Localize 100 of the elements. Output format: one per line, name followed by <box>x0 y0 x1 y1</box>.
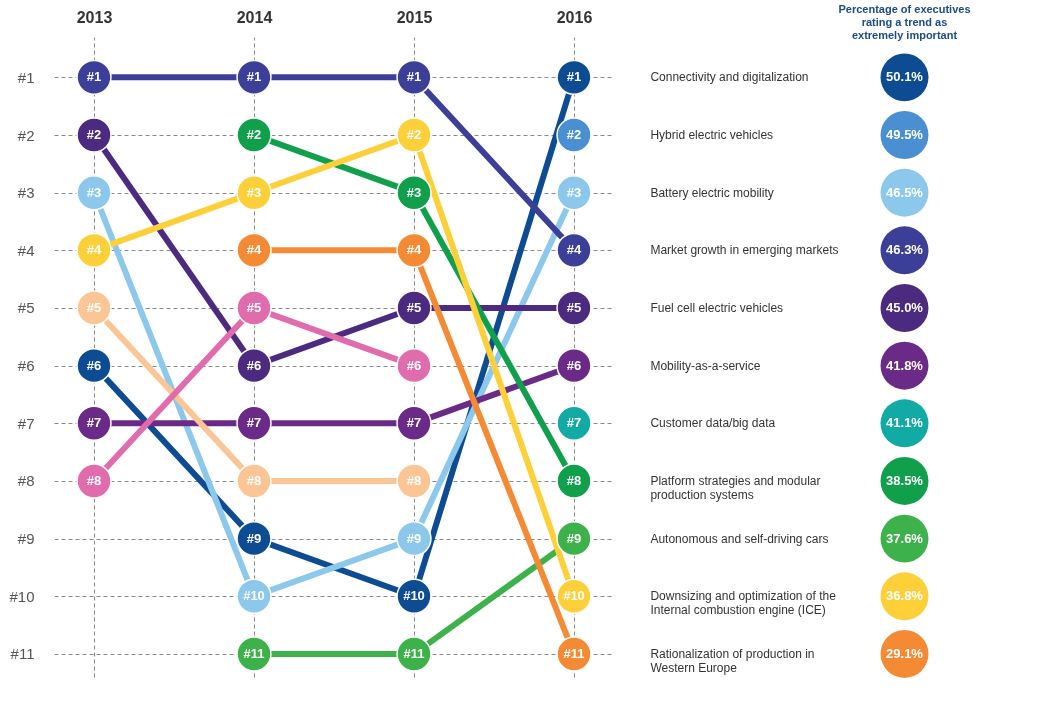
text: Hybrid electric vehicles <box>650 128 774 143</box>
text: Fuel cell electric vehicles <box>650 300 784 315</box>
data-label: #7 <box>406 415 422 431</box>
data-label: #9 <box>566 530 582 546</box>
data-label: #1 <box>566 69 582 85</box>
point <box>396 290 432 326</box>
data-label: #4 <box>566 242 582 258</box>
text: Mobility-as-a-service <box>650 358 761 373</box>
data-label: #10 <box>563 588 585 604</box>
text: 41.8% <box>886 357 924 373</box>
data-label: #11 <box>403 645 425 661</box>
data-label: #4 <box>86 242 102 258</box>
data-label: #8 <box>246 472 262 488</box>
data-label: #2 <box>406 127 422 143</box>
point <box>556 117 592 153</box>
text: 41.1% <box>886 415 924 431</box>
text: 37.6% <box>886 530 924 546</box>
text: Battery electric mobility <box>650 185 774 200</box>
point <box>236 405 272 441</box>
text: 36.8% <box>886 588 924 604</box>
text: 50.1% <box>886 69 924 85</box>
data-label: #11 <box>243 645 265 661</box>
y-tick-label: #4 <box>17 241 35 259</box>
text: Rationalization of production in Western Europe <box>650 646 815 675</box>
text: 45.0% <box>886 299 924 315</box>
text: 29.1% <box>886 645 924 661</box>
y-tick-label: #8 <box>17 472 35 490</box>
data-label: #3 <box>246 184 262 200</box>
point <box>396 117 432 153</box>
data-label: #10 <box>243 588 265 604</box>
data-label: #6 <box>406 357 422 373</box>
data-label: #7 <box>246 415 262 431</box>
point <box>396 520 432 557</box>
point <box>236 117 272 153</box>
data-label: #8 <box>406 472 422 488</box>
data-label: #3 <box>86 184 102 200</box>
point <box>396 59 432 96</box>
point <box>396 463 432 499</box>
point <box>76 405 112 441</box>
point <box>236 290 272 326</box>
text: 46.3% <box>886 242 924 258</box>
data-label: #11 <box>563 645 585 661</box>
text: Customer data/big data <box>650 416 776 431</box>
y-tick-label: #5 <box>17 299 35 317</box>
data-label: #7 <box>86 415 102 431</box>
point <box>236 175 272 211</box>
y-tick-label: #3 <box>17 184 35 202</box>
data-label: #7 <box>566 415 582 431</box>
data-label: #4 <box>246 242 262 258</box>
x-tick-label: 2013 <box>76 8 113 26</box>
point <box>396 347 432 384</box>
point <box>556 290 592 326</box>
data-label: #10 <box>403 588 425 604</box>
point <box>556 405 592 441</box>
data-label: #2 <box>86 127 102 143</box>
text: Platform strategies and modular production systems <box>650 473 821 502</box>
y-tick-label: #9 <box>17 530 35 548</box>
data-label: #1 <box>86 69 102 85</box>
y-tick-label: #10 <box>9 587 35 605</box>
data-label: #6 <box>246 357 262 373</box>
data-label: #6 <box>86 357 102 373</box>
point <box>76 290 112 326</box>
point <box>556 463 592 499</box>
point <box>556 520 592 557</box>
point <box>556 59 592 96</box>
data-label: #4 <box>406 242 422 258</box>
data-label: #8 <box>86 472 102 488</box>
y-tick-label: #6 <box>17 357 35 375</box>
text: 38.5% <box>886 472 924 488</box>
point <box>76 347 112 384</box>
data-label: #5 <box>566 299 582 315</box>
point <box>76 463 112 499</box>
text: 46.5% <box>886 184 924 200</box>
x-tick-label: 2014 <box>236 8 273 26</box>
y-tick-label: #2 <box>17 126 35 144</box>
data-label: #5 <box>86 299 102 315</box>
y-tick-label: #7 <box>17 414 35 432</box>
data-label: #1 <box>406 69 422 85</box>
data-label: #1 <box>246 69 262 85</box>
data-label: #3 <box>566 184 582 200</box>
x-tick-label: 2015 <box>396 8 433 26</box>
point <box>556 347 592 384</box>
point <box>76 117 112 153</box>
data-label: #8 <box>566 472 582 488</box>
point <box>76 175 112 211</box>
point <box>556 175 592 211</box>
text: Downsizing and optimization of the Internal combustion engine (ICE) <box>650 589 837 618</box>
point <box>236 520 272 557</box>
point <box>396 405 432 441</box>
data-label: #5 <box>246 299 262 315</box>
data-label: #2 <box>246 127 262 143</box>
text: Autonomous and self-driving cars <box>650 531 829 546</box>
y-tick-label: #1 <box>17 68 35 86</box>
point <box>396 175 432 211</box>
legend-title: Percentage of executives rating a trend as extremely important <box>838 3 971 41</box>
point <box>76 59 112 96</box>
point <box>236 59 272 96</box>
point <box>236 347 272 384</box>
data-label: #9 <box>406 530 422 546</box>
data-label: #2 <box>566 127 582 143</box>
